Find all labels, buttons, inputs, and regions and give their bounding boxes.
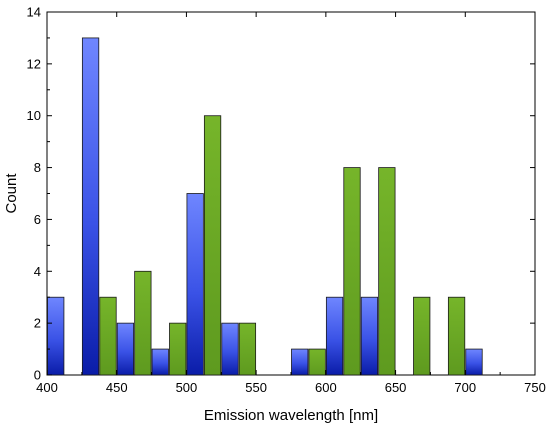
bar-s2-675 — [447, 296, 466, 376]
x-tick-label: 750 — [524, 380, 546, 395]
y-tick-label: 4 — [34, 264, 41, 279]
x-tick-label: 650 — [385, 380, 407, 395]
bar-s1-600 — [325, 296, 344, 376]
y-tick-label: 6 — [34, 212, 41, 227]
y-tick-label: 2 — [34, 316, 41, 331]
y-axis-title: Count — [3, 173, 20, 214]
x-tick-label: 550 — [245, 380, 267, 395]
bar-s2-500 — [203, 115, 222, 376]
bar-s1-575 — [291, 348, 309, 376]
bar-s2-525 — [238, 322, 257, 376]
bar-s1-400 — [47, 296, 65, 376]
bar-s2-450 — [134, 270, 152, 376]
bar-s2-575 — [308, 348, 326, 376]
bar-s1-625 — [360, 296, 379, 376]
y-tick-label: 10 — [27, 108, 41, 123]
bar-s2-425 — [99, 296, 117, 376]
bar-s2-625 — [378, 167, 396, 376]
x-tick-label: 400 — [36, 380, 58, 395]
bar-s1-475 — [151, 348, 169, 376]
y-tick-label: 0 — [34, 368, 41, 383]
y-tick-label: 8 — [34, 160, 41, 175]
y-tick-label: 14 — [27, 5, 41, 20]
x-tick-label: 600 — [315, 380, 337, 395]
bar-s1-500 — [186, 193, 204, 376]
y-axis-ticks: 0 2 4 6 8 10 12 14 — [27, 5, 535, 383]
bar-s1-700 — [465, 348, 483, 376]
x-tick-label: 500 — [176, 380, 198, 395]
x-axis-title: Emission wavelength [nm] — [204, 407, 378, 424]
x-tick-label: 700 — [454, 380, 476, 395]
bar-s2-475 — [169, 322, 187, 376]
bar-s1-525 — [221, 322, 239, 376]
y-tick-label: 12 — [27, 56, 41, 71]
x-axis-ticks: 400 450 500 550 600 650 700 750 — [36, 12, 546, 395]
bar-s1-425 — [81, 37, 100, 376]
bar-s2-650 — [413, 296, 431, 376]
bars-group — [47, 37, 483, 376]
bar-s2-600 — [343, 167, 361, 376]
bar-s1-450 — [116, 322, 135, 376]
x-tick-label: 450 — [106, 380, 128, 395]
